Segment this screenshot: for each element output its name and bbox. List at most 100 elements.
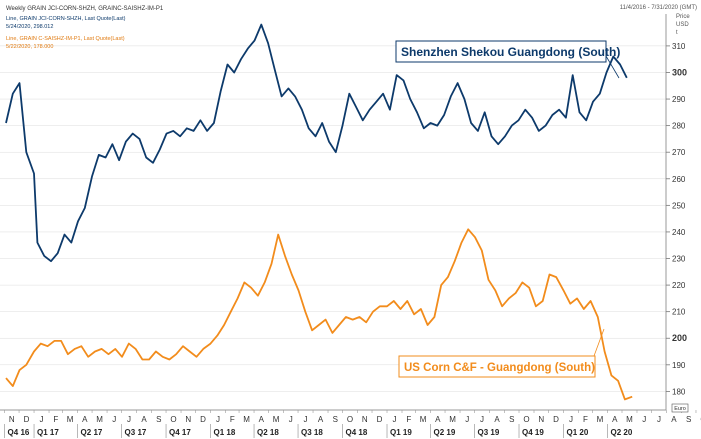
chart-title: Weekly GRAIN JCI-CORN-SHZH, GRAINC-SAISH… <box>6 6 164 12</box>
x-month-label: J <box>112 415 116 424</box>
x-month-label: M <box>626 415 633 424</box>
legend-line2-series2: 5/22/2020, 178.000 <box>6 44 53 50</box>
x-quarter-label: Q2 18 <box>257 428 279 437</box>
legend-line1-series2: Line, GRAIN C-SAISHZ-IM-P1, Last Quote(L… <box>6 36 125 42</box>
x-month-label: A <box>671 415 677 424</box>
x-month-label: M <box>96 415 103 424</box>
y-tick-label: 190 <box>672 361 686 370</box>
x-month-label: S <box>333 415 338 424</box>
x-month-label: J <box>40 415 44 424</box>
x-month-label: S <box>156 415 161 424</box>
x-month-label: A <box>259 415 265 424</box>
y-tick-label: 310 <box>672 42 686 51</box>
x-quarter-label: Q3 19 <box>478 428 500 437</box>
x-month-label: J <box>216 415 220 424</box>
x-quarter-label: Q2 17 <box>81 428 103 437</box>
y-tick-label: 270 <box>672 148 686 157</box>
x-month-label: M <box>67 415 74 424</box>
annotation-shenzhen: Shenzhen Shekou Guangdong (South) <box>395 40 620 79</box>
x-month-label: N <box>538 415 544 424</box>
x-quarter-label: Q2 20 <box>610 428 632 437</box>
x-month-label: A <box>612 415 618 424</box>
annotation-uscorn-box <box>398 355 596 378</box>
y-tick-label: 200 <box>672 333 687 343</box>
x-month-label: J <box>304 415 308 424</box>
x-month-label: J <box>657 415 661 424</box>
x-quarter-label: Q1 19 <box>390 428 412 437</box>
x-month-label: M <box>597 415 604 424</box>
annotation-uscorn-pointer <box>593 328 605 357</box>
x-quarter-label: Q3 18 <box>301 428 323 437</box>
annotation-uscorn-label: US Corn C&F - Guangdong (South) <box>404 362 595 374</box>
x-month-label: O <box>523 415 529 424</box>
x-month-label: F <box>406 415 411 424</box>
axis-caption-unit: t <box>676 30 678 36</box>
series-line-shenzhen <box>5 23 628 263</box>
y-tick-label: 240 <box>672 228 686 237</box>
last-value-tag-uscorn-text: Euro <box>674 406 686 412</box>
x-month-label: J <box>569 415 573 424</box>
x-month-label: A <box>141 415 147 424</box>
annotation-uscorn: US Corn C&F - Guangdong (South) <box>398 328 605 378</box>
x-quarter-label: Q4 19 <box>522 428 544 437</box>
y-tick-label: 220 <box>672 281 686 290</box>
chart-header: Weekly GRAIN JCI-CORN-SHZH, GRAINC-SAISH… <box>6 5 697 50</box>
x-month-label: N <box>9 415 15 424</box>
x-month-label: J <box>642 415 646 424</box>
last-value-tag-uscorn: Euro <box>671 403 689 413</box>
x-month-label: A <box>435 415 441 424</box>
axis-caption-price: Price <box>676 14 690 20</box>
annotation-shenzhen-label: Shenzhen Shekou Guangdong (South) <box>401 45 620 59</box>
x-month-label: J <box>480 415 484 424</box>
x-quarter-label: Q1 20 <box>566 428 588 437</box>
legend-line2-series1: 5/24/2020, 298.012 <box>6 24 53 30</box>
x-month-label: J <box>289 415 293 424</box>
x-month-label: A <box>82 415 88 424</box>
y-tick-label: 280 <box>672 122 686 131</box>
y-tick-label: 250 <box>672 201 686 210</box>
y-tick-label: 300 <box>672 67 687 77</box>
x-month-label: F <box>583 415 588 424</box>
annotation-shenzhen-pointer <box>605 55 620 79</box>
x-month-label: D <box>24 415 30 424</box>
x-month-label: J <box>127 415 131 424</box>
series-lines <box>5 23 633 401</box>
x-quarter-label: Q1 18 <box>214 428 236 437</box>
last-value-tag-uscorn-box <box>671 403 689 413</box>
x-month-label: S <box>509 415 514 424</box>
x-quarter-label: Q1 17 <box>37 428 59 437</box>
x-month-label: M <box>420 415 427 424</box>
axis-caption-currency: USD <box>676 22 689 28</box>
x-month-label: D <box>200 415 206 424</box>
x-month-label: J <box>465 415 469 424</box>
x-quarter-label: Q4 16 <box>8 428 30 437</box>
x-month-label: S <box>686 415 691 424</box>
x-month-label: D <box>377 415 383 424</box>
x-quarter-label: Q4 17 <box>169 428 191 437</box>
x-month-label: M <box>243 415 250 424</box>
y-tick-label: 290 <box>672 95 686 104</box>
y-tick-label: 180 <box>672 387 686 396</box>
legend-line1-series1: Line, GRAIN JCI-CORN-SHZH, Last Quote(La… <box>6 16 126 22</box>
annotation-shenzhen-box <box>395 40 607 63</box>
y-axis: 180 190 200 210 220 230 240 250 260 270 280 290 300 3… <box>666 42 687 396</box>
date-range: 11/4/2016 - 7/31/2020 (GMT) <box>620 5 697 11</box>
x-month-label: O <box>170 415 176 424</box>
x-quarter-label: Q4 18 <box>346 428 368 437</box>
x-month-label: N <box>185 415 191 424</box>
x-quarter-label: Q3 17 <box>125 428 147 437</box>
x-month-label: J <box>393 415 397 424</box>
x-month-label: M <box>273 415 280 424</box>
x-month-label: M <box>449 415 456 424</box>
x-month-label: O <box>347 415 353 424</box>
x-month-label: F <box>230 415 235 424</box>
y-tick-label: 210 <box>672 308 686 317</box>
x-month-label: F <box>53 415 58 424</box>
x-month-label: N <box>362 415 368 424</box>
x-month-label: A <box>494 415 500 424</box>
x-month-label: A <box>318 415 324 424</box>
y-tick-label: 260 <box>672 175 686 184</box>
gridlines <box>0 45 666 392</box>
